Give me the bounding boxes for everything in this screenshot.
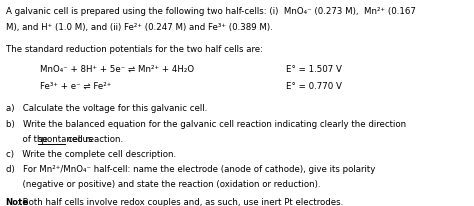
Text: Note: Note xyxy=(6,197,29,206)
Text: (negative or positive) and state the reaction (oxidation or reduction).: (negative or positive) and state the rea… xyxy=(6,179,320,188)
Text: of the: of the xyxy=(6,135,50,143)
Text: : Both half cells involve redox couples and, as such, use inert Pt electrodes.: : Both half cells involve redox couples … xyxy=(17,197,343,206)
Text: MnO₄⁻ + 8H⁺ + 5e⁻ ⇌ Mn²⁺ + 4H₂O: MnO₄⁻ + 8H⁺ + 5e⁻ ⇌ Mn²⁺ + 4H₂O xyxy=(40,65,194,74)
Text: E° = 0.770 V: E° = 0.770 V xyxy=(286,82,342,91)
Text: The standard reduction potentials for the two half cells are:: The standard reduction potentials for th… xyxy=(6,45,263,54)
Text: b)   Write the balanced equation for the galvanic cell reaction indicating clear: b) Write the balanced equation for the g… xyxy=(6,119,406,128)
Text: d)   For Mn²⁺/MnO₄⁻ half-cell: name the electrode (anode of cathode), give its p: d) For Mn²⁺/MnO₄⁻ half-cell: name the el… xyxy=(6,164,375,173)
Text: E° = 1.507 V: E° = 1.507 V xyxy=(286,65,342,74)
Text: a)   Calculate the voltage for this galvanic cell.: a) Calculate the voltage for this galvan… xyxy=(6,103,207,112)
Text: A galvanic cell is prepared using the following two half-cells: (i)  MnO₄⁻ (0.27: A galvanic cell is prepared using the fo… xyxy=(6,7,416,16)
Text: c)   Write the complete cell description.: c) Write the complete cell description. xyxy=(6,149,176,158)
Text: spontaneous: spontaneous xyxy=(38,135,93,143)
Text: M), and H⁺ (1.0 M), and (ii) Fe²⁺ (0.247 M) and Fe³⁺ (0.389 M).: M), and H⁺ (1.0 M), and (ii) Fe²⁺ (0.247… xyxy=(6,23,273,32)
Text: Fe³⁺ + e⁻ ⇌ Fe²⁺: Fe³⁺ + e⁻ ⇌ Fe²⁺ xyxy=(40,82,111,91)
Text: cell reaction.: cell reaction. xyxy=(65,135,123,143)
